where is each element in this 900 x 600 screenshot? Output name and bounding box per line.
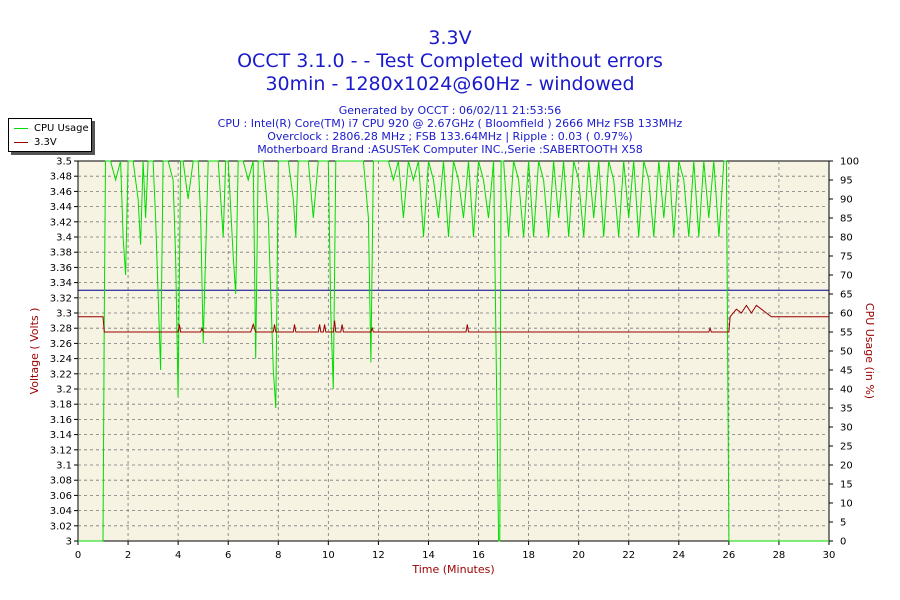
- y-tick-label: 3.18: [50, 400, 72, 411]
- x-tick-label: 6: [225, 550, 231, 561]
- legend-item-voltage: 3.3V: [14, 135, 57, 149]
- y2-tick-label: 30: [840, 423, 853, 434]
- x-tick-label: 14: [422, 550, 435, 561]
- y2-tick-label: 40: [840, 385, 853, 396]
- y2-tick-label: 75: [840, 252, 853, 263]
- y-tick-label: 3.32: [50, 293, 72, 304]
- y2-tick-label: 80: [840, 233, 853, 244]
- y-tick-label: 3.24: [50, 354, 72, 365]
- x-tick-label: 24: [672, 550, 685, 561]
- y2-tick-label: 55: [840, 328, 853, 339]
- chart-title: 3.3V: [428, 27, 472, 49]
- legend-item-cpu: CPU Usage: [14, 121, 89, 135]
- x-tick-label: 8: [275, 550, 281, 561]
- legend-swatch-cpu: [14, 127, 28, 129]
- y-tick-label: 3.16: [50, 415, 72, 426]
- y2-tick-label: 50: [840, 347, 853, 358]
- y-tick-label: 3.08: [50, 476, 72, 487]
- y2-tick-label: 15: [840, 480, 853, 491]
- y2-tick-label: 20: [840, 461, 853, 472]
- info-generated: Generated by OCCT : 06/02/11 21:53:56: [338, 104, 562, 117]
- y2-tick-label: 90: [840, 195, 853, 206]
- y2-tick-label: 25: [840, 442, 853, 453]
- chart-legend: CPU Usage 3.3V: [8, 118, 92, 152]
- x-tick-label: 12: [372, 550, 385, 561]
- legend-label-cpu: CPU Usage: [34, 122, 89, 134]
- y2-tick-label: 10: [840, 499, 853, 510]
- y2-tick-label: 5: [840, 518, 846, 529]
- legend-swatch-voltage: [14, 141, 28, 143]
- y2-tick-label: 45: [840, 366, 853, 377]
- legend-label-voltage: 3.3V: [34, 136, 57, 148]
- series-line-3-3v: [78, 304, 829, 333]
- y-tick-label: 3.3: [56, 309, 72, 320]
- y-tick-label: 3.26: [50, 339, 72, 350]
- y-tick-label: 3.04: [50, 506, 72, 517]
- x-tick-label: 2: [125, 550, 131, 561]
- info-cpu: CPU : Intel(R) Core(TM) i7 CPU 920 @ 2.6…: [217, 117, 683, 130]
- y-tick-label: 3.2: [56, 385, 72, 396]
- y-tick-label: 3.14: [50, 430, 72, 441]
- y2-tick-label: 60: [840, 309, 853, 320]
- y-tick-label: 3.42: [50, 217, 72, 228]
- y2-tick-label: 0: [840, 537, 846, 548]
- x-tick-label: 4: [175, 550, 181, 561]
- series-line-cpu-usage: [78, 160, 829, 542]
- y-tick-label: 3.34: [50, 278, 72, 289]
- y-tick-label: 3: [66, 537, 72, 548]
- x-tick-label: 18: [522, 550, 535, 561]
- x-tick-label: 0: [75, 550, 81, 561]
- x-tick-label: 26: [722, 550, 735, 561]
- y-axis-label: Voltage ( Volts ): [28, 308, 41, 395]
- plot-area: [77, 160, 830, 542]
- x-tick-label: 16: [472, 550, 485, 561]
- y-tick-label: 3.1: [56, 461, 72, 472]
- x-tick-label: 30: [823, 550, 836, 561]
- y-tick-label: 3.44: [50, 202, 72, 213]
- y2-tick-label: 65: [840, 290, 853, 301]
- x-axis-label: Time (Minutes): [411, 563, 494, 576]
- x-tick-label: 22: [622, 550, 635, 561]
- chart-subtitle-test-status: OCCT 3.1.0 - - Test Completed without er…: [237, 50, 663, 72]
- y-tick-label: 3.46: [50, 187, 72, 198]
- y-tick-label: 3.48: [50, 172, 72, 183]
- y2-tick-label: 100: [840, 157, 859, 168]
- x-tick-label: 20: [572, 550, 585, 561]
- y-tick-label: 3.22: [50, 369, 72, 380]
- y-tick-label: 3.36: [50, 263, 72, 274]
- chart-subtitle-test-config: 30min - 1280x1024@60Hz - windowed: [265, 73, 635, 95]
- y-tick-label: 3.28: [50, 324, 72, 335]
- y2-tick-label: 85: [840, 214, 853, 225]
- x-tick-label: 10: [322, 550, 335, 561]
- y-tick-label: 3.5: [56, 157, 72, 168]
- y2-tick-label: 70: [840, 271, 853, 282]
- info-motherboard: Motherboard Brand :ASUSTeK Computer INC.…: [257, 143, 643, 156]
- y2-tick-label: 35: [840, 404, 853, 415]
- x-tick-label: 28: [773, 550, 786, 561]
- y2-tick-label: 95: [840, 176, 853, 187]
- info-overclock: Overclock : 2806.28 MHz ; FSB 133.64MHz …: [267, 130, 633, 143]
- y2-axis-label: CPU Usage (in %): [863, 303, 876, 399]
- y-tick-label: 3.4: [56, 233, 72, 244]
- y-tick-label: 3.38: [50, 248, 72, 259]
- y-tick-label: 3.12: [50, 445, 72, 456]
- y-tick-label: 3.06: [50, 491, 72, 502]
- y-tick-label: 3.02: [50, 521, 72, 532]
